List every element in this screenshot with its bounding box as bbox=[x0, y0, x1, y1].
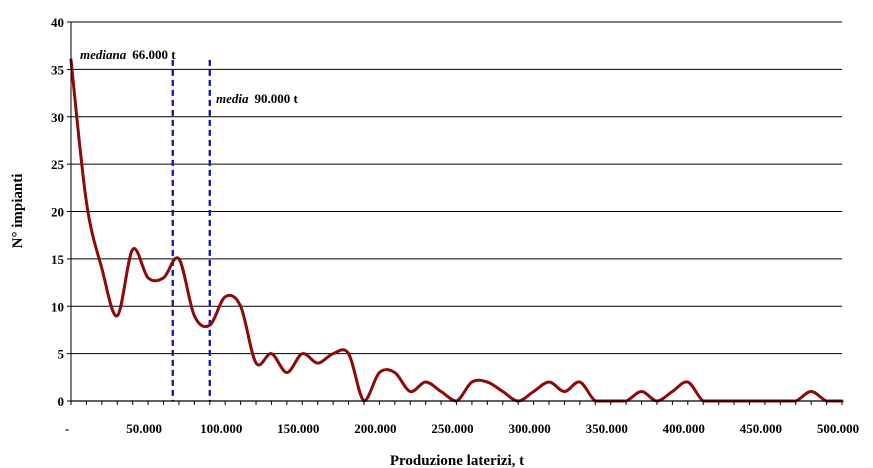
reference-line-label-name: mediana bbox=[80, 47, 127, 62]
y-tick-label: 0 bbox=[58, 394, 65, 409]
x-tick-label: 450.000 bbox=[740, 421, 782, 436]
y-tick-label: 25 bbox=[51, 157, 65, 172]
y-tick-label: 5 bbox=[58, 347, 65, 362]
y-tick-label: 10 bbox=[51, 299, 64, 314]
x-tick-label: 400.000 bbox=[663, 421, 705, 436]
x-tick-labels: - 50.000 100.000 150.000 200.000 250.000 300.0… bbox=[65, 421, 859, 436]
y-tick-labels: 0 5 10 15 20 25 30 35 40 bbox=[51, 15, 65, 409]
y-tick-label: 40 bbox=[51, 15, 64, 30]
reference-line-label: media 90.000 t bbox=[216, 91, 299, 106]
reference-line-label-value: 90.000 t bbox=[255, 91, 299, 106]
y-tick-label: 35 bbox=[51, 62, 65, 77]
annotations: mediana 66.000 t media 90.000 t bbox=[80, 47, 299, 106]
series-layer bbox=[69, 58, 844, 403]
y-tick-label: 15 bbox=[51, 252, 65, 267]
x-tick-label: 50.000 bbox=[126, 421, 162, 436]
x-axis-title: Produzione laterizi, t bbox=[390, 453, 524, 468]
y-tick-label: 20 bbox=[51, 205, 64, 220]
grid-lines bbox=[71, 21, 842, 355]
x-tick-label: 150.000 bbox=[277, 421, 319, 436]
x-tick-label: 250.000 bbox=[431, 421, 473, 436]
x-tick-label: 100.000 bbox=[200, 421, 242, 436]
x-tick-label: - bbox=[65, 421, 69, 436]
y-axis-title: N° impianti bbox=[10, 174, 26, 249]
x-tick-label: 500.000 bbox=[817, 421, 859, 436]
x-tick-label: 350.000 bbox=[586, 421, 628, 436]
axes bbox=[67, 21, 843, 405]
reference-line-label-name: media bbox=[216, 91, 249, 106]
y-tick-label: 30 bbox=[51, 110, 64, 125]
reference-line-label: mediana 66.000 t bbox=[80, 47, 176, 62]
reference-line-label-value: 66.000 t bbox=[132, 47, 176, 62]
reference-lines bbox=[171, 59, 211, 401]
x-tick-label: 300.000 bbox=[508, 421, 550, 436]
x-tick-label: 200.000 bbox=[354, 421, 396, 436]
series-line bbox=[69, 58, 844, 403]
